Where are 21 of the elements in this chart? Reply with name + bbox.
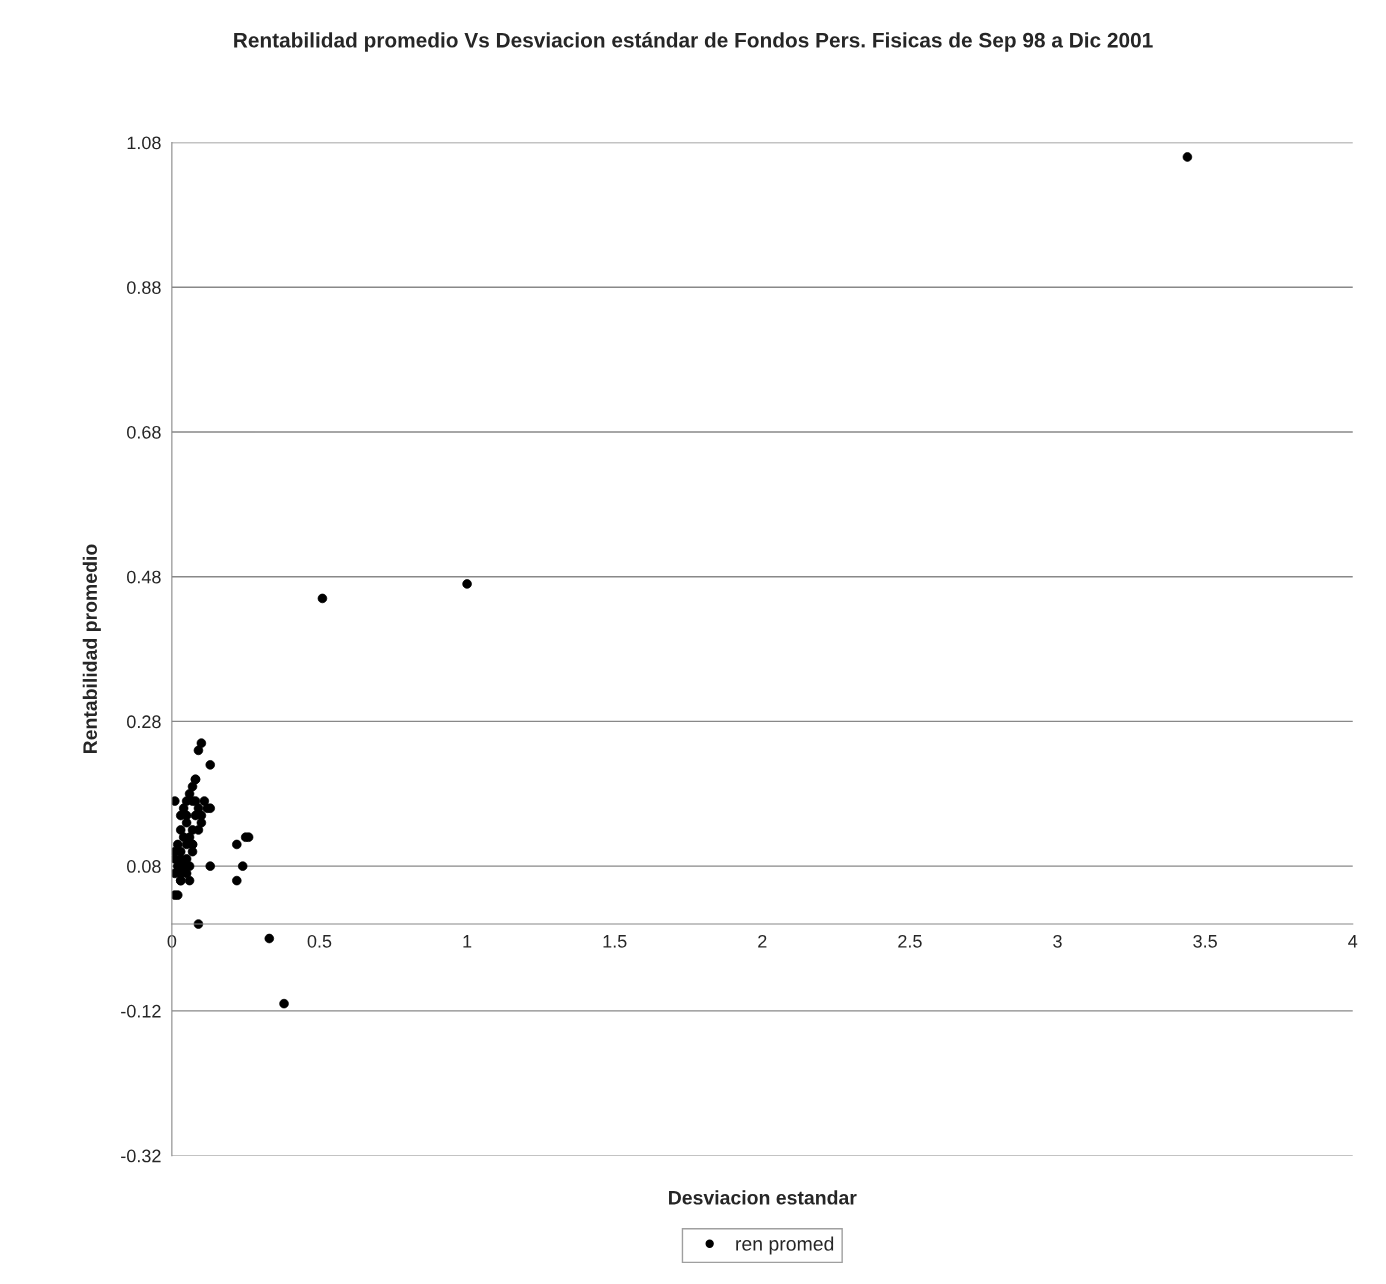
x-tick-label: 1 [463,935,472,948]
x-tick-label: 4 [1348,935,1358,948]
x-tick-label: 2 [758,934,767,948]
x-tick-label: 1.5 [603,935,627,948]
chart-title: Rentabilidad promedio Vs Desviacion estándar de Fondos Pers. Fisicas de Sep 98 a Dic 2001 [234,32,1153,52]
y-tick-label: 0.88 [127,281,161,294]
y-tick-label: 0.08 [127,860,161,873]
legend-label: ren promed [736,1236,834,1255]
x-axis-title: Desviacion estandar [669,1190,857,1205]
y-tick-label: -0.32 [121,1149,161,1163]
x-tick-label: 0 [167,934,177,948]
x-tick-label: 0.5 [307,934,332,948]
y-tick-label: 0.48 [127,570,161,584]
y-tick-label: -0.12 [121,1004,161,1018]
y-axis-title: Rentabilidad promedio [82,544,101,754]
y-tick-label: 0.68 [127,425,161,439]
x-tick-label: 3.5 [1193,934,1217,948]
x-tick-label: 3 [1053,934,1062,948]
x-tick-label: 2.5 [898,934,922,948]
y-tick-label: 0.28 [127,715,161,729]
y-tick-label: 1.08 [127,136,161,150]
